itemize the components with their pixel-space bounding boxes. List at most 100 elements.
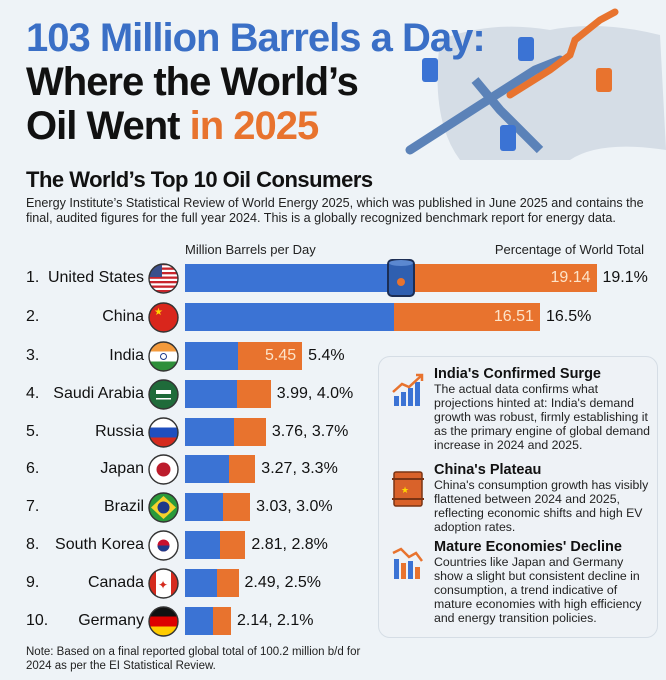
bar: 16.51 (185, 303, 540, 331)
bar-segment-orange (220, 531, 246, 559)
svg-text:★: ★ (401, 485, 409, 495)
bar (185, 380, 271, 408)
svg-text:★: ★ (154, 307, 163, 318)
percent-label: 4.0% (316, 385, 354, 402)
bar-segment-blue (185, 380, 238, 408)
percent-label: 3.7% (311, 423, 349, 440)
flag-in-icon (148, 341, 179, 372)
value-label: 3.03 (256, 498, 288, 515)
country-label: South Korea (55, 536, 144, 553)
flag-sa-icon (148, 379, 179, 410)
value-percent-label: 2.81, 2.8% (251, 536, 328, 553)
value-label: 3.76 (271, 423, 303, 440)
country-label: China (102, 308, 144, 325)
percent-label: 2.8% (291, 536, 328, 553)
bar: 19.14 (185, 264, 597, 292)
rank-label: 7. (26, 498, 40, 515)
chart-subtitle: The World’s Top 10 Oil Consumers (26, 167, 373, 192)
value-percent-label: 3.27, 3.3% (261, 460, 338, 477)
rank-label: 2. (26, 308, 40, 325)
value-percent-label: 2.14, 2.1% (237, 612, 314, 629)
value-label: 2.49 (244, 574, 276, 591)
rank-label: 1. (26, 269, 40, 286)
oil-barrel-icon (387, 259, 415, 297)
percent-label: 5.4% (308, 347, 345, 364)
insight-body: Countries like Japan and Germany show a … (434, 555, 642, 625)
insight-title: India's Confirmed Surge (434, 366, 601, 382)
country-label: India (109, 347, 144, 364)
bar-segment-orange: 19.14 (415, 264, 597, 292)
world-map-pipeline-illustration (405, 8, 666, 160)
bar-segment-orange (233, 418, 266, 446)
title-line-1: 103 Million Barrels a Day: (26, 16, 486, 60)
flag-us-icon (148, 263, 179, 294)
rank-label: 10. (26, 612, 49, 629)
bar-segment-orange (228, 455, 256, 483)
value-percent-label: 3.76, 3.7% (271, 423, 349, 440)
percent-label: 16.5% (545, 308, 592, 325)
rank-label: 6. (26, 460, 40, 477)
insight-body: China's consumption growth has visibly f… (434, 478, 649, 534)
bar-segment-orange: 5.45 (237, 342, 303, 370)
value-percent-label: 2.49, 2.5% (244, 574, 322, 591)
country-label: United States (47, 269, 144, 286)
flag-jp-icon (148, 454, 179, 485)
bar-segment-blue (185, 455, 229, 483)
percent-label: 19.1% (602, 269, 648, 286)
value-label: 5.45 (265, 347, 297, 364)
flag-br-icon (148, 492, 179, 523)
bar (185, 569, 239, 597)
percent-label: 3.3% (301, 460, 338, 477)
value-label: 2.14 (237, 612, 269, 629)
rank-label: 5. (26, 423, 40, 440)
bar (185, 418, 266, 446)
flag-kr-icon (148, 530, 179, 561)
bar: 5.45 (185, 342, 303, 370)
bar-segment-blue (185, 418, 234, 446)
title-line-3-text: Oil Went (26, 104, 190, 148)
value-label: 2.81 (251, 536, 283, 553)
bar-segment-orange (223, 493, 251, 521)
flag-ca-icon: ✦ (148, 568, 179, 599)
value-label: 16.51 (493, 308, 534, 325)
bar-segment-blue (185, 493, 224, 521)
flag-cn-icon: ★ (148, 302, 179, 333)
bar (185, 607, 231, 635)
oil-barrel-icon: ★ (390, 468, 426, 513)
bar-segment-orange (237, 380, 271, 408)
bar-segment-orange: 16.51 (394, 303, 540, 331)
insight-item: Mature Economies' Decline Countries like… (434, 539, 654, 625)
percent-label: 2.5% (284, 574, 322, 591)
bar-segment-blue (185, 607, 214, 635)
country-label: Brazil (103, 498, 144, 515)
percent-label: 3.0% (296, 498, 333, 515)
insight-item: India's Confirmed Surge The actual data … (434, 366, 654, 452)
country-label: Canada (87, 574, 144, 591)
insight-body: The actual data confirms what projection… (434, 382, 651, 452)
insights-panel (378, 356, 658, 638)
bar-segment-blue (185, 342, 238, 370)
value-label: 3.99 (276, 385, 308, 402)
x-axis-label: Million Barrels per Day (185, 242, 316, 257)
chart-description: Energy Institute’s Statistical Review of… (26, 196, 644, 225)
bar-segment-blue (185, 264, 416, 292)
rising-chart-icon (390, 372, 426, 413)
percent-label: 2.1% (277, 612, 314, 629)
bar (185, 531, 246, 559)
insight-item: China's Plateau China's consumption grow… (434, 462, 654, 534)
flag-ru-icon (148, 417, 179, 448)
rank-label: 9. (26, 574, 40, 591)
bar (185, 455, 256, 483)
insight-title: Mature Economies' Decline (434, 539, 622, 555)
bar-segment-blue (185, 303, 395, 331)
value-percent-label: 3.99, 4.0% (276, 385, 354, 402)
value-percent-label: 3.03, 3.0% (256, 498, 333, 515)
country-label: Russia (95, 423, 144, 440)
bar-segment-orange (216, 569, 239, 597)
title-line-2: Where the World’s (26, 60, 359, 104)
country-label: Germany (78, 612, 144, 629)
title-line-3: Oil Went in 2025 (26, 104, 319, 149)
country-label: Saudi Arabia (53, 385, 144, 402)
value-label: 3.27 (261, 460, 293, 477)
percentage-label: Percentage of World Total (494, 242, 644, 257)
